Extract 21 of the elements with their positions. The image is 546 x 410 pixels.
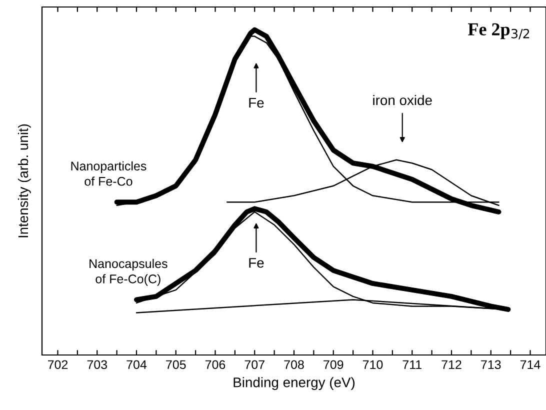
x-tick-label: 707 <box>244 360 264 370</box>
x-tick-label: 709 <box>324 360 344 370</box>
x-tick-label: 708 <box>284 360 304 370</box>
x-tick-label: 710 <box>362 360 383 370</box>
annotation: Fe <box>249 258 264 268</box>
x-tick-label: 706 <box>205 360 226 370</box>
x-tick-label: 703 <box>87 360 108 370</box>
x-tick-label: 705 <box>166 360 186 370</box>
chart-title: Fe 2p$_{3/2}$ <box>468 23 530 40</box>
series-label: Nanocapsules of Fe-Co(C) <box>90 258 168 286</box>
series-label: Nanoparticles of Fe-Co <box>71 161 146 186</box>
y-axis-title: Intensity (arb. unit) <box>18 124 31 238</box>
x-axis-title: Binding energy (eV) <box>234 377 355 390</box>
annotation: Fe <box>249 98 264 108</box>
x-tick-label: 702 <box>48 360 68 370</box>
x-tick-label: 714 <box>520 360 540 369</box>
x-tick-label: 704 <box>126 360 147 370</box>
x-tick-label: 712 <box>442 360 462 369</box>
x-tick-label: 711 <box>402 360 422 369</box>
x-tick-label: 713 <box>481 360 501 370</box>
annotation: iron oxide <box>373 94 432 106</box>
